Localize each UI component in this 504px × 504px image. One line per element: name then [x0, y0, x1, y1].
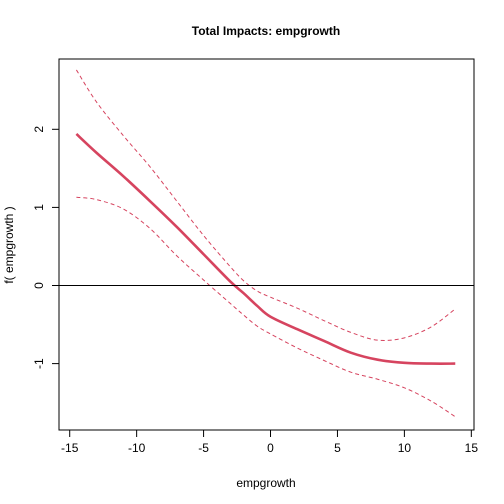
x-tick-label: 10	[398, 441, 412, 455]
x-tick-label: -10	[128, 441, 146, 455]
x-tick-label: 5	[334, 441, 341, 455]
x-axis-label: empgrowth	[236, 476, 295, 490]
x-tick-label: 15	[465, 441, 479, 455]
x-tick-label: -15	[61, 441, 79, 455]
y-tick-label: 1	[32, 204, 46, 211]
series-line-upper-bound	[75, 69, 456, 342]
x-tick-label: 0	[267, 441, 274, 455]
y-tick-label: 0	[32, 282, 46, 289]
series-line-estimate	[75, 133, 456, 365]
y-tick-label: -1	[32, 358, 46, 369]
x-tick-label: -5	[198, 441, 209, 455]
plot-frame	[58, 58, 475, 431]
y-tick-label: 2	[32, 126, 46, 133]
y-axis: -1 0 1 2	[32, 126, 59, 369]
series-line-lower-bound	[76, 196, 456, 418]
y-axis-label: f( empgrowth )	[2, 206, 16, 283]
x-axis: -15 -10 -5 0 5 10 15	[61, 430, 478, 455]
series-layer	[75, 69, 456, 418]
chart-title: Total Impacts: empgrowth	[192, 24, 340, 38]
